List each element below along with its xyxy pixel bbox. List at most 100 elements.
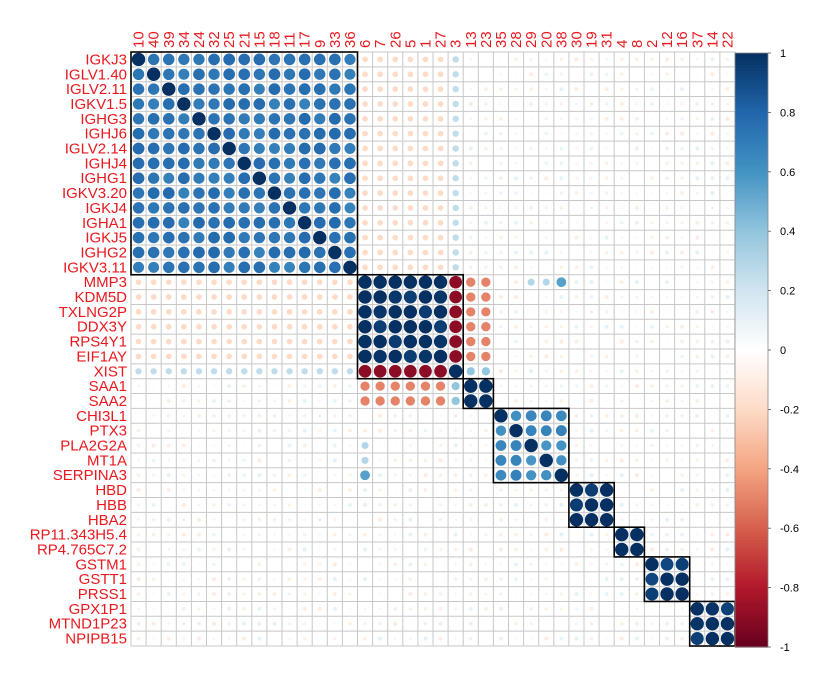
corr-circle <box>298 245 312 259</box>
corr-circle <box>665 265 669 270</box>
corr-circle <box>605 340 608 343</box>
corr-circle <box>181 472 187 478</box>
corr-circle <box>177 112 191 126</box>
column-labels: 1040393424322521151811179333667265127313… <box>131 31 737 48</box>
corr-circle <box>674 571 690 587</box>
corr-circle <box>387 304 403 320</box>
corr-circle <box>619 502 625 508</box>
corr-circle <box>418 364 433 379</box>
corr-circle <box>529 265 534 270</box>
corr-circle <box>343 201 356 214</box>
corr-circle <box>135 338 142 346</box>
corr-circle <box>302 591 307 597</box>
corr-circle <box>439 562 443 566</box>
corr-circle <box>483 131 489 137</box>
colorbar-swatch <box>735 540 768 544</box>
colorbar-swatch <box>735 560 768 565</box>
corr-circle <box>223 186 236 200</box>
corr-circle <box>543 487 549 493</box>
corr-circle <box>347 487 353 493</box>
row-label: IGLV1.40 <box>65 66 127 83</box>
row-label: HBB <box>96 497 127 514</box>
row-label: EIF1AY <box>76 348 127 365</box>
corr-circle <box>635 265 639 270</box>
corr-circle <box>192 260 206 274</box>
corr-circle <box>165 338 173 346</box>
corr-circle <box>207 82 221 96</box>
corr-circle <box>361 100 369 108</box>
corr-circle <box>422 85 429 93</box>
corr-circle <box>343 246 357 259</box>
column-label: 20 <box>538 31 555 48</box>
corr-circle <box>242 591 247 597</box>
corr-circle <box>589 398 595 404</box>
corr-circle <box>302 621 307 627</box>
colorbar-swatch <box>735 587 768 592</box>
colorbar-swatch <box>735 180 768 185</box>
corr-circle <box>498 606 504 612</box>
corr-circle <box>196 546 202 553</box>
corr-circle <box>559 265 564 270</box>
colorbar: 10.80.60.40.20-0.2-0.4-0.6-0.8-1 <box>734 48 799 654</box>
corr-circle <box>614 527 630 542</box>
corr-circle <box>438 636 444 642</box>
corr-circle <box>166 547 171 552</box>
corr-circle <box>406 234 414 242</box>
corr-circle <box>378 443 382 448</box>
corr-circle <box>695 87 699 91</box>
corr-circle <box>255 278 263 286</box>
corr-circle <box>527 278 536 287</box>
corr-circle <box>162 97 176 111</box>
corr-circle <box>679 220 685 225</box>
corr-circle <box>343 186 357 200</box>
corr-circle <box>331 278 339 286</box>
colorbar-swatch <box>735 240 768 244</box>
corr-circle <box>433 364 448 379</box>
corr-circle <box>313 157 326 170</box>
corr-circle <box>357 274 373 290</box>
corr-circle <box>347 621 353 627</box>
corr-circle <box>725 443 730 448</box>
corr-circle <box>513 532 519 538</box>
corr-circle <box>241 576 247 582</box>
correlation-cells <box>130 51 736 647</box>
corr-circle <box>162 216 176 230</box>
corr-circle <box>498 235 504 240</box>
corr-circle <box>453 413 459 419</box>
corr-circle <box>287 502 292 508</box>
corr-circle <box>223 261 236 274</box>
corr-circle <box>604 57 609 62</box>
corr-circle <box>620 147 624 150</box>
corr-circle <box>724 546 731 553</box>
corr-circle <box>147 142 161 155</box>
colorbar-swatch <box>735 64 768 69</box>
corr-circle <box>649 636 654 641</box>
corr-circle <box>376 100 384 108</box>
corr-circle <box>272 487 277 493</box>
corr-circle <box>136 606 141 611</box>
colorbar-swatch <box>735 85 768 90</box>
corr-circle <box>468 264 474 270</box>
corr-circle <box>418 289 433 305</box>
row-label: IGHJ6 <box>84 126 127 143</box>
corr-circle <box>297 215 312 231</box>
corr-circle <box>480 306 492 318</box>
corr-circle <box>372 319 388 334</box>
corr-circle <box>481 366 491 377</box>
corr-circle <box>317 503 322 507</box>
corr-circle <box>665 607 669 611</box>
corr-circle <box>544 235 549 240</box>
corr-circle <box>227 458 232 463</box>
corr-circle <box>468 220 473 226</box>
corr-circle <box>629 527 645 542</box>
corr-circle <box>181 488 186 493</box>
corr-circle <box>437 263 444 271</box>
corr-circle <box>589 235 594 240</box>
corr-circle <box>301 308 309 316</box>
colorbar-swatch <box>735 192 768 197</box>
corr-circle <box>332 576 338 582</box>
corr-circle <box>589 562 594 567</box>
corr-circle <box>407 428 413 434</box>
corr-circle <box>136 443 141 448</box>
corr-circle <box>342 260 358 275</box>
